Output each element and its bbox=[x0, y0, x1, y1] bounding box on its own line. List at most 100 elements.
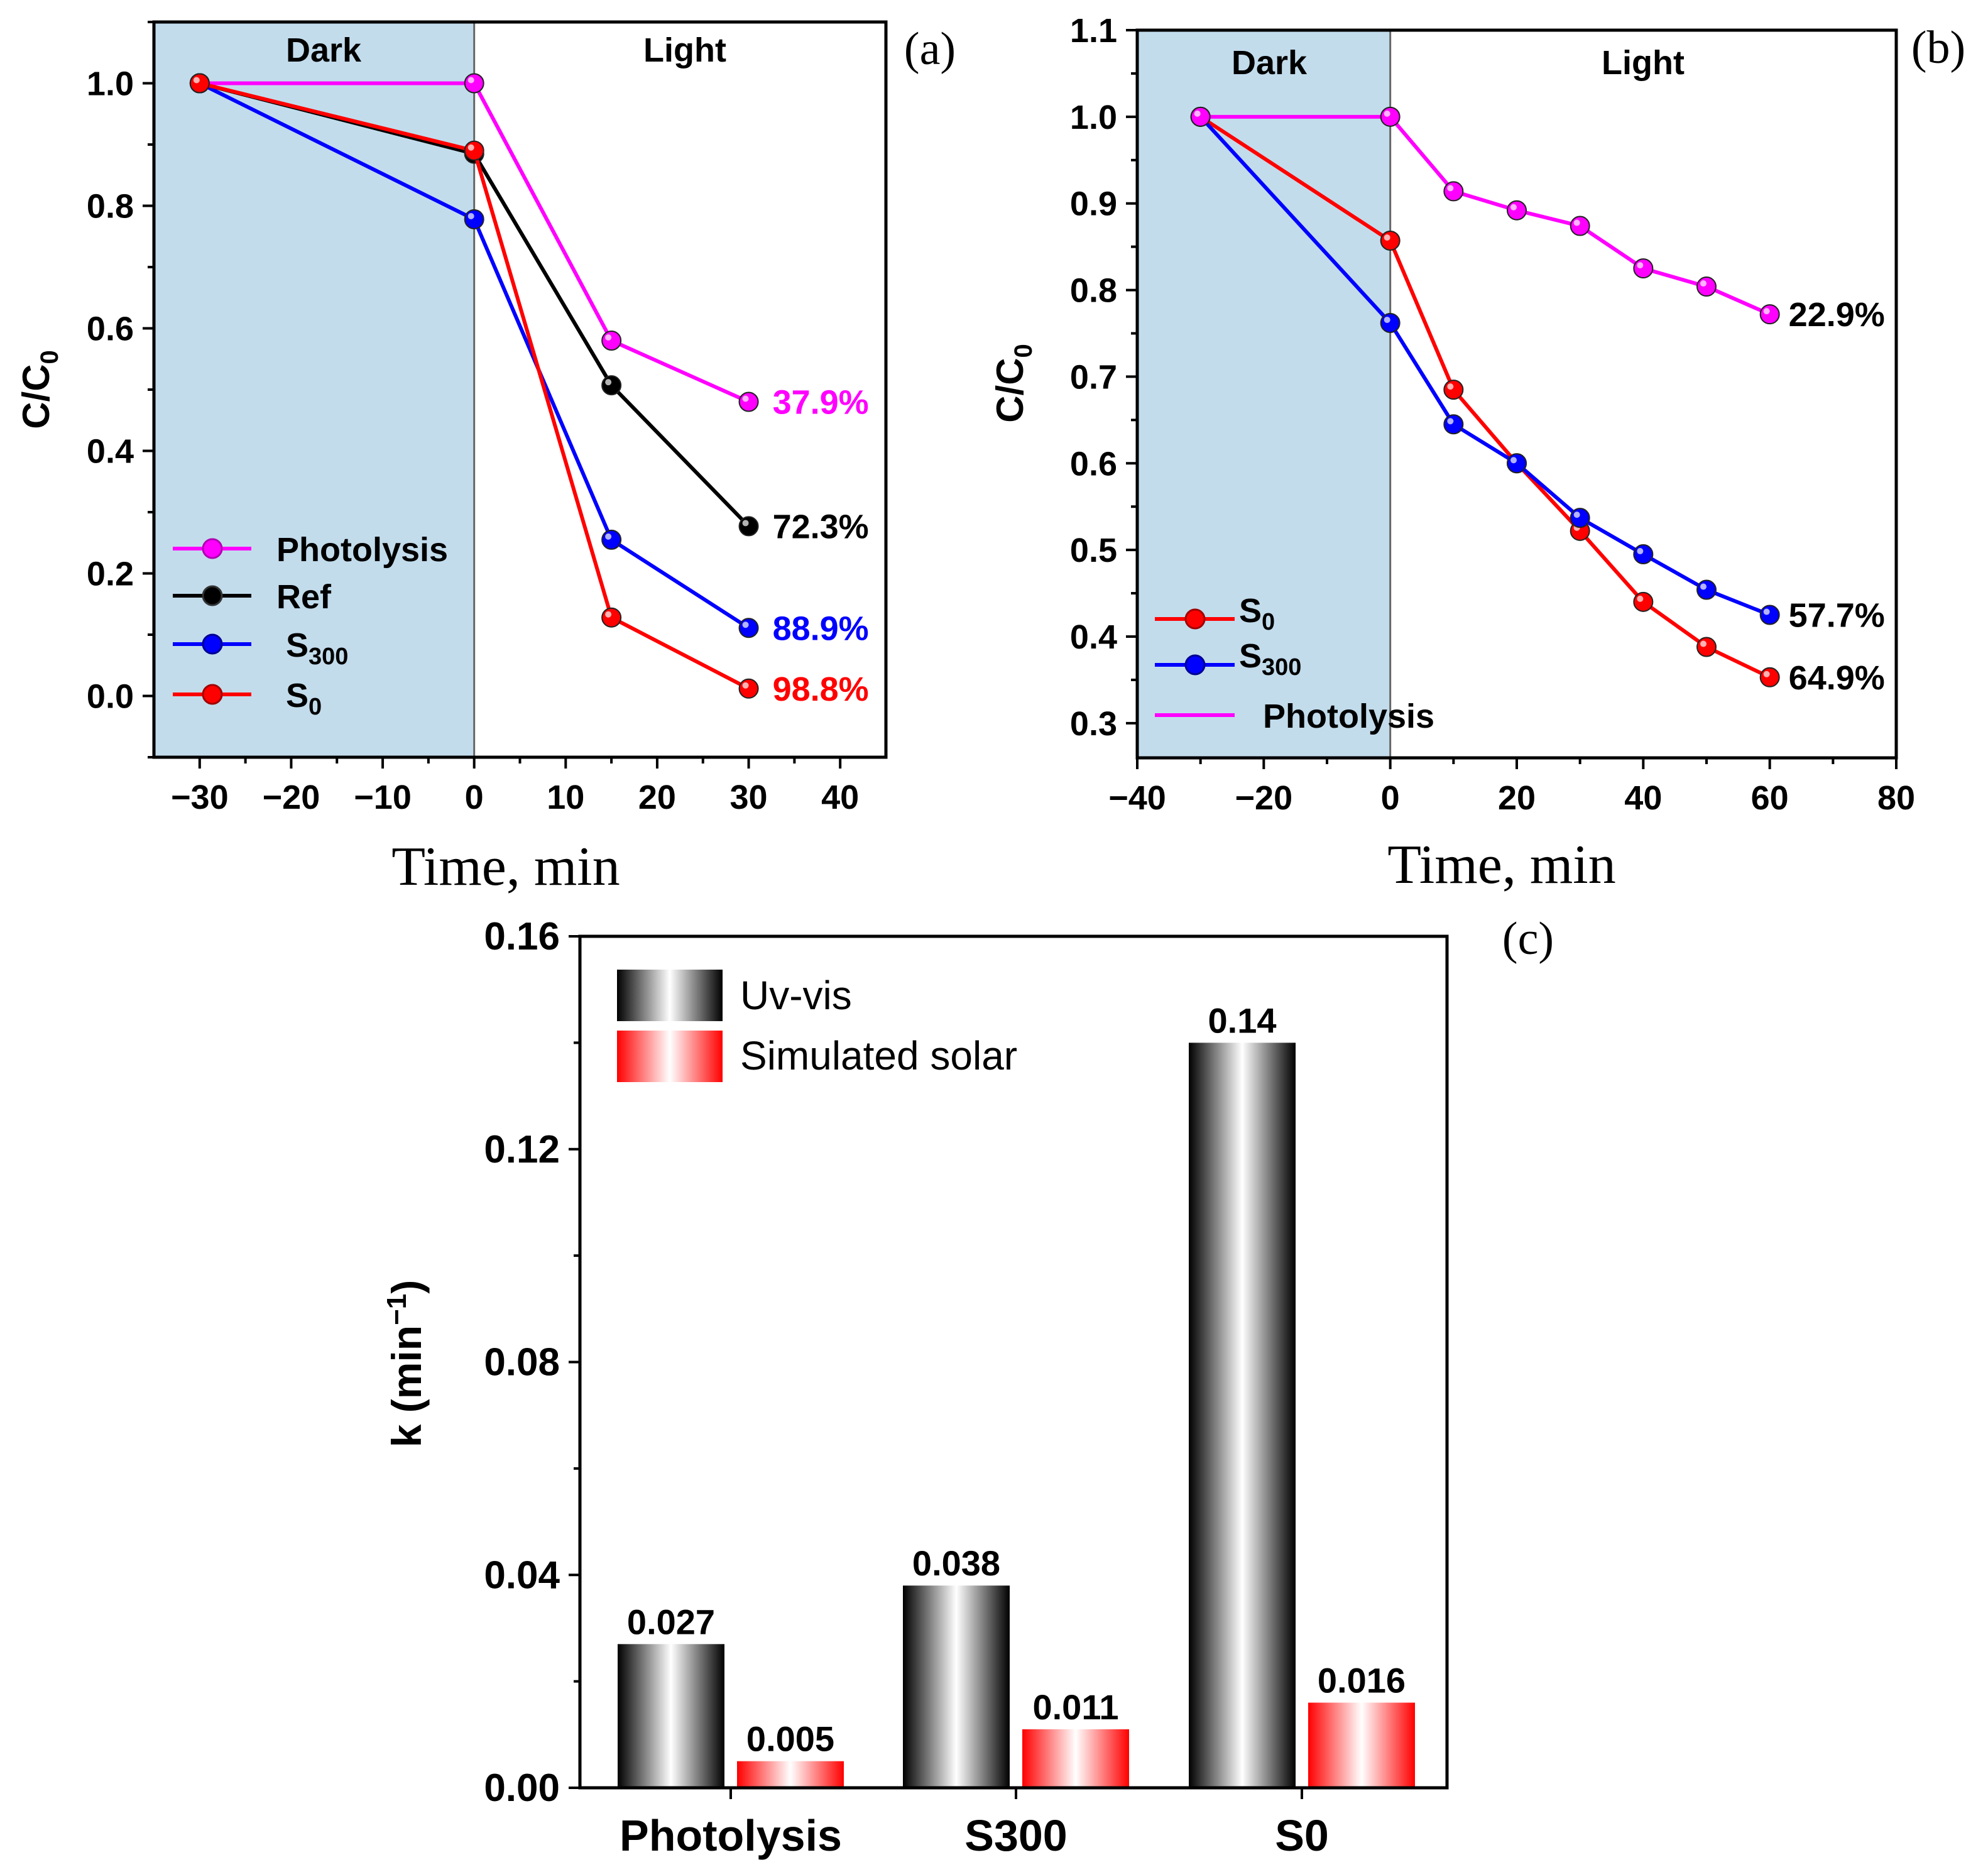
bar-uv-vis[interactable] bbox=[618, 1644, 724, 1788]
data-point[interactable] bbox=[1696, 637, 1717, 657]
panel-b-legend-item-s0[interactable]: S0 bbox=[1155, 592, 1275, 635]
data-point[interactable] bbox=[1633, 258, 1654, 279]
bar-simulated-solar[interactable] bbox=[1308, 1702, 1415, 1788]
data-point[interactable] bbox=[1696, 276, 1717, 297]
series-photolysis: 22.9% bbox=[1190, 106, 1885, 334]
legend-marker bbox=[202, 585, 223, 606]
x-tick-label: S300 bbox=[964, 1811, 1067, 1860]
x-tick-label: 0 bbox=[465, 779, 484, 816]
bar-uv-vis[interactable] bbox=[1189, 1043, 1296, 1788]
series-s0: 98.8% bbox=[189, 73, 869, 708]
data-point[interactable] bbox=[464, 209, 484, 229]
panel-b-legend-label-s0: S0 bbox=[1239, 592, 1275, 635]
data-point-highlight bbox=[1510, 457, 1517, 464]
legend-marker bbox=[202, 684, 223, 705]
data-point[interactable] bbox=[738, 391, 759, 412]
y-tick-label: 0.16 bbox=[484, 915, 560, 958]
data-point[interactable] bbox=[601, 375, 622, 396]
data-point-highlight bbox=[1700, 583, 1707, 590]
bar-simulated-solar[interactable] bbox=[1022, 1729, 1129, 1788]
y-tick-label: 1.0 bbox=[1070, 99, 1117, 136]
data-point[interactable] bbox=[738, 516, 759, 537]
data-point[interactable] bbox=[1759, 667, 1780, 687]
y-tick-label: 0.12 bbox=[484, 1128, 560, 1171]
panel-a-legend-item-s300[interactable]: S300 bbox=[173, 627, 348, 670]
data-point[interactable] bbox=[738, 678, 759, 699]
panel-c-ylabel: k (min−1) bbox=[381, 1280, 430, 1448]
panel-b-legend-label-photolysis: Photolysis bbox=[1263, 698, 1434, 735]
data-point[interactable] bbox=[1633, 544, 1654, 565]
data-point[interactable] bbox=[1443, 181, 1464, 202]
data-point[interactable] bbox=[1696, 579, 1717, 600]
data-point-highlight bbox=[605, 379, 612, 386]
bar-group-s0: 0.14 0.016 bbox=[1189, 1000, 1415, 1788]
panel-a-xlabel: Time, min bbox=[391, 836, 620, 897]
data-point[interactable] bbox=[464, 73, 484, 94]
x-tick-label: Photolysis bbox=[620, 1811, 842, 1860]
panel-c-tag: (c) bbox=[1502, 913, 1554, 965]
series-line bbox=[199, 81, 750, 691]
data-point[interactable] bbox=[1507, 200, 1527, 221]
data-point-highlight bbox=[605, 334, 612, 341]
panel-c-plot: 0.027 0.005 0.038 0.011 0.14 0.016 bbox=[618, 1000, 1415, 1788]
panel-b-plot: 64.9% 57.7% 22.9% bbox=[1190, 106, 1885, 697]
panel-b-ylabel-main: C/C bbox=[989, 358, 1031, 422]
data-point[interactable] bbox=[189, 73, 210, 94]
y-tick-label: 1.0 bbox=[87, 65, 134, 103]
data-point-highlight bbox=[467, 212, 474, 219]
x-tick-label: 20 bbox=[1498, 779, 1536, 817]
data-point-highlight bbox=[742, 621, 749, 628]
panel-c-legend-item-solar[interactable]: Simulated solar bbox=[617, 1031, 1017, 1082]
data-point[interactable] bbox=[1380, 106, 1401, 127]
data-point[interactable] bbox=[1443, 380, 1464, 400]
data-point[interactable] bbox=[1380, 312, 1401, 333]
y-tick-label: 0.08 bbox=[484, 1341, 560, 1384]
panel-c-xticks: Photolysis S300 S0 bbox=[620, 1788, 1329, 1860]
data-point-highlight bbox=[1194, 110, 1201, 117]
bar-simulated-solar[interactable] bbox=[737, 1761, 844, 1788]
bar-uv-vis[interactable] bbox=[903, 1585, 1010, 1788]
panel-b-legend-label-s300: S300 bbox=[1239, 637, 1301, 681]
data-point[interactable] bbox=[1380, 230, 1401, 251]
data-point[interactable] bbox=[1759, 304, 1780, 325]
data-point[interactable] bbox=[1759, 605, 1780, 625]
data-point[interactable] bbox=[601, 331, 622, 351]
panel-a-yticks: 0.0 0.2 0.4 0.6 0.8 1.0 bbox=[87, 21, 154, 758]
bar-value-label: 0.038 bbox=[912, 1543, 1000, 1583]
data-point-highlight bbox=[1637, 548, 1644, 555]
data-point[interactable] bbox=[1570, 508, 1590, 528]
data-point-highlight bbox=[1700, 280, 1707, 287]
x-tick-label: 20 bbox=[638, 779, 676, 816]
panel-a-legend-item-s0[interactable]: S0 bbox=[173, 677, 322, 720]
panel-a-ylabel: C/C0 bbox=[15, 350, 63, 429]
panel-c-yticks: 0.00 0.04 0.08 0.12 0.16 bbox=[484, 915, 580, 1810]
data-point-highlight bbox=[1763, 608, 1770, 615]
panel-a-legend-label-s0: S0 bbox=[286, 677, 322, 720]
panel-b-xlabel: Time, min bbox=[1387, 835, 1616, 895]
panel-a-legend-item-ref[interactable]: Ref bbox=[173, 578, 332, 616]
panel-c-legend-item-uvvis[interactable]: Uv-vis bbox=[617, 970, 852, 1021]
data-point[interactable] bbox=[1570, 216, 1590, 236]
data-point[interactable] bbox=[601, 529, 622, 550]
panel-a-legend-label-ref: Ref bbox=[276, 578, 332, 616]
data-point[interactable] bbox=[1190, 106, 1211, 127]
data-point[interactable] bbox=[1507, 453, 1527, 474]
x-tick-label: S0 bbox=[1275, 1811, 1329, 1860]
data-point-highlight bbox=[742, 520, 749, 527]
data-point[interactable] bbox=[464, 140, 484, 161]
panel-c-ylabel-close: ) bbox=[383, 1280, 430, 1294]
data-point[interactable] bbox=[1633, 591, 1654, 612]
panel-b-legend-item-photolysis[interactable]: Photolysis bbox=[1155, 698, 1434, 735]
panel-b-legend-item-s300[interactable]: S300 bbox=[1155, 637, 1301, 681]
data-point[interactable] bbox=[738, 618, 759, 638]
data-point[interactable] bbox=[1443, 414, 1464, 435]
panel-a-legend-item-photolysis[interactable]: Photolysis bbox=[173, 531, 448, 569]
panel-b-xticks: −40 −20 0 20 40 60 80 bbox=[1108, 758, 1915, 817]
y-tick-label: 0.7 bbox=[1070, 358, 1117, 396]
y-tick-label: 0.8 bbox=[87, 188, 134, 226]
data-point[interactable] bbox=[601, 607, 622, 628]
legend-swatch bbox=[617, 1031, 723, 1082]
data-point-highlight bbox=[605, 533, 612, 540]
